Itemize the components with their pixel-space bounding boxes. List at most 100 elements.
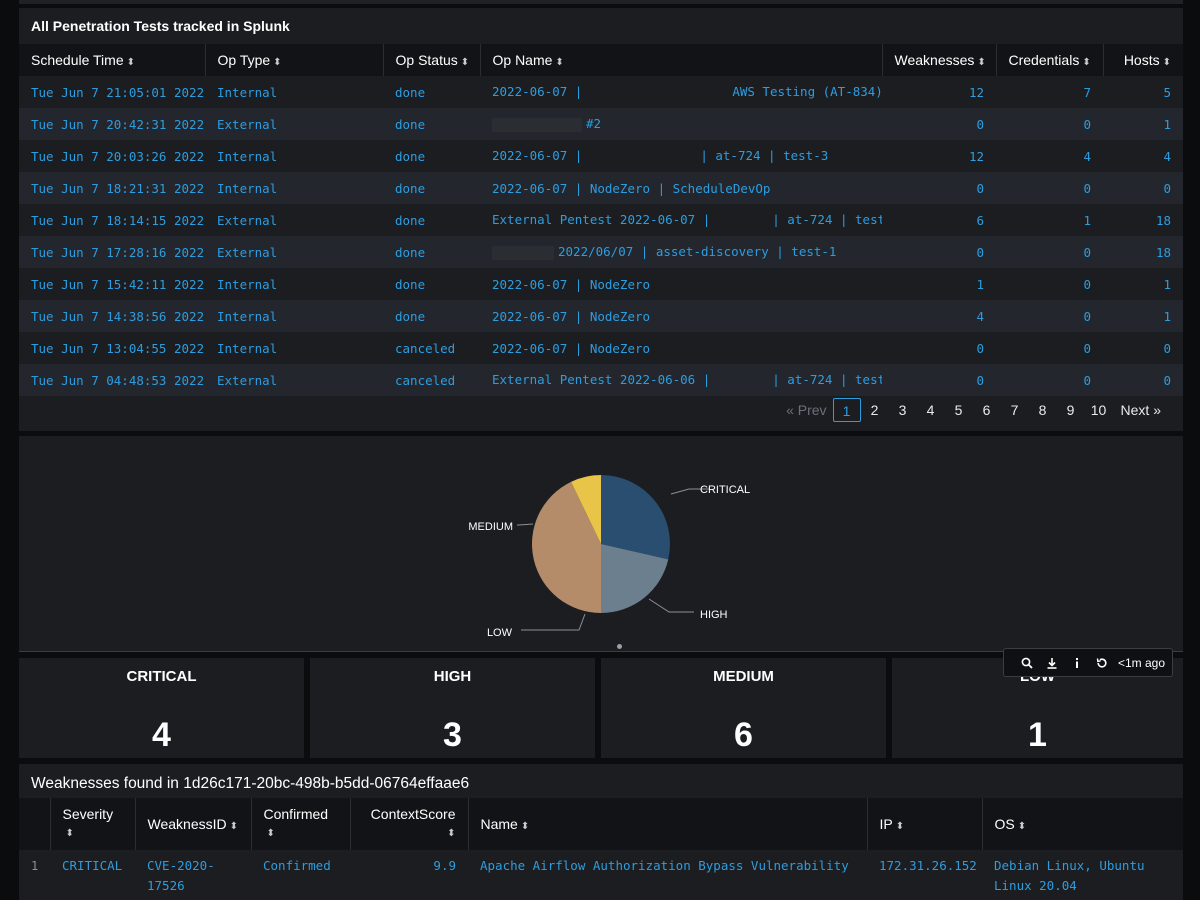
op-type-cell[interactable]: External (205, 364, 383, 396)
column-header-context-score[interactable]: ContextScore ⬍ (350, 798, 469, 850)
op-name-cell[interactable]: 2022-06-07 | NodeZero | ScheduleDevOp (480, 172, 882, 204)
hosts-cell[interactable]: 18 (1103, 204, 1183, 236)
table-row[interactable]: Tue Jun 7 18:21:31 2022 Internal done 2022-… (19, 172, 1183, 204)
credentials-cell[interactable]: 0 (996, 236, 1103, 268)
search-icon[interactable] (1014, 657, 1039, 669)
column-header-ip[interactable]: IP ⬍ (867, 798, 983, 850)
op-type-cell[interactable]: Internal (205, 300, 383, 332)
table-row[interactable]: Tue Jun 7 20:03:26 2022 Internal done 2022-… (19, 140, 1183, 172)
weaknesses-cell[interactable]: 0 (882, 108, 996, 140)
op-type-cell[interactable]: Internal (205, 140, 383, 172)
column-header-op-name[interactable]: Op Name ⬍ (480, 44, 883, 76)
ip-cell[interactable]: 172.31.26.152 (867, 850, 982, 896)
table-row[interactable]: Tue Jun 7 21:05:01 2022 Internal done 2022-… (19, 76, 1183, 108)
page-2-link[interactable]: 2 (870, 402, 879, 418)
weaknesses-cell[interactable]: 12 (882, 76, 996, 108)
credentials-cell[interactable]: 0 (996, 108, 1103, 140)
info-icon[interactable] (1064, 657, 1089, 669)
page-10-link[interactable]: 10 (1090, 402, 1107, 418)
op-type-cell[interactable]: Internal (205, 76, 383, 108)
op-status-cell[interactable]: done (383, 140, 480, 172)
schedule-time-cell[interactable]: Tue Jun 7 21:05:01 2022 (19, 76, 205, 108)
column-header-confirmed[interactable]: Confirmed ⬍ (251, 798, 351, 850)
credentials-cell[interactable]: 7 (996, 76, 1103, 108)
page-3-link[interactable]: 3 (898, 402, 907, 418)
hosts-cell[interactable]: 5 (1103, 76, 1183, 108)
op-status-cell[interactable]: done (383, 76, 480, 108)
op-name-cell[interactable]: #2 (480, 108, 882, 140)
hosts-cell[interactable]: 1 (1103, 300, 1183, 332)
context-score-cell[interactable]: 9.9 (350, 850, 468, 896)
column-header-credentials[interactable]: Credentials ⬍ (996, 44, 1104, 76)
table-row[interactable]: Tue Jun 7 04:48:53 2022 External canceled E… (19, 364, 1183, 396)
page-6-link[interactable]: 6 (982, 402, 991, 418)
pie-slice-low[interactable] (571, 475, 601, 544)
schedule-time-cell[interactable]: Tue Jun 7 17:28:16 2022 (19, 236, 205, 268)
op-name-cell[interactable]: 2022-06-07 | AWS Testing (AT-834) | Test … (480, 76, 882, 108)
op-type-cell[interactable]: External (205, 108, 383, 140)
op-name-cell[interactable]: 2022-06-07 | NodeZero (480, 332, 882, 364)
column-header-name[interactable]: Name ⬍ (468, 798, 868, 850)
download-icon[interactable] (1039, 657, 1064, 669)
op-status-cell[interactable]: done (383, 268, 480, 300)
table-row[interactable]: Tue Jun 7 17:28:16 2022 External done 2022/… (19, 236, 1183, 268)
hosts-cell[interactable]: 18 (1103, 236, 1183, 268)
severity-cell[interactable]: CRITICAL (50, 850, 135, 896)
column-header-os[interactable]: OS ⬍ (982, 798, 1183, 850)
credentials-cell[interactable]: 0 (996, 364, 1103, 396)
refresh-icon[interactable] (1089, 657, 1114, 669)
hosts-cell[interactable]: 4 (1103, 140, 1183, 172)
weaknesses-cell[interactable]: 0 (882, 332, 996, 364)
schedule-time-cell[interactable]: Tue Jun 7 13:04:55 2022 (19, 332, 205, 364)
op-name-cell[interactable]: 2022-06-07 | NodeZero (480, 268, 882, 300)
pie-slice-critical[interactable] (601, 475, 670, 560)
hosts-cell[interactable]: 0 (1103, 172, 1183, 204)
schedule-time-cell[interactable]: Tue Jun 7 15:42:11 2022 (19, 268, 205, 300)
op-status-cell[interactable]: done (383, 108, 480, 140)
weaknesses-cell[interactable]: 1 (882, 268, 996, 300)
schedule-time-cell[interactable]: Tue Jun 7 20:42:31 2022 (19, 108, 205, 140)
op-status-cell[interactable]: done (383, 236, 480, 268)
hosts-cell[interactable]: 0 (1103, 364, 1183, 396)
weakness-name-cell[interactable]: Apache Airflow Authorization Bypass Vuln… (468, 850, 867, 896)
weaknesses-cell[interactable]: 0 (882, 364, 996, 396)
schedule-time-cell[interactable]: Tue Jun 7 18:14:15 2022 (19, 204, 205, 236)
table-row[interactable]: Tue Jun 7 14:38:56 2022 Internal done 2022-… (19, 300, 1183, 332)
prev-page-link[interactable]: « Prev (786, 402, 827, 418)
pie-slice-high[interactable] (601, 544, 669, 613)
page-1-link[interactable]: 1 (832, 398, 861, 422)
table-row[interactable]: Tue Jun 7 20:42:31 2022 External done #2 0 0 1 (19, 108, 1183, 140)
column-header-op-type[interactable]: Op Type ⬍ (205, 44, 384, 76)
schedule-time-cell[interactable]: Tue Jun 7 04:48:53 2022 (19, 364, 205, 396)
weaknesses-cell[interactable]: 4 (882, 300, 996, 332)
op-status-cell[interactable]: done (383, 300, 480, 332)
column-header-weaknesses[interactable]: Weaknesses ⬍ (882, 44, 997, 76)
credentials-cell[interactable]: 0 (996, 268, 1103, 300)
op-name-cell[interactable]: 2022/06/07 | asset-discovery | test-1 (480, 236, 882, 268)
column-header-severity[interactable]: Severity ⬍ (50, 798, 136, 850)
column-header-schedule-time[interactable]: Schedule Time ⬍ (19, 44, 206, 76)
op-name-cell[interactable]: External Pentest 2022-06-07 | | at-724 | … (480, 204, 882, 236)
page-7-link[interactable]: 7 (1010, 402, 1019, 418)
weaknesses-cell[interactable]: 0 (882, 236, 996, 268)
op-status-cell[interactable]: canceled (383, 332, 480, 364)
weaknesses-cell[interactable]: 12 (882, 140, 996, 172)
pie-slice-medium[interactable] (532, 481, 601, 613)
table-row[interactable]: Tue Jun 7 13:04:55 2022 Internal canceled 2… (19, 332, 1183, 364)
op-type-cell[interactable]: Internal (205, 332, 383, 364)
next-page-link[interactable]: Next » (1120, 402, 1161, 418)
column-header-hosts[interactable]: Hosts ⬍ (1103, 44, 1183, 76)
confirmed-cell[interactable]: Confirmed (251, 850, 350, 896)
op-status-cell[interactable]: done (383, 172, 480, 204)
weaknesses-cell[interactable]: 6 (882, 204, 996, 236)
weakness-id-cell[interactable]: CVE-2020-17526 (135, 850, 251, 896)
op-type-cell[interactable]: External (205, 236, 383, 268)
column-header-weakness-id[interactable]: WeaknessID ⬍ (135, 798, 252, 850)
column-header-op-status[interactable]: Op Status ⬍ (383, 44, 481, 76)
table-row[interactable]: Tue Jun 7 18:14:15 2022 External done Exter… (19, 204, 1183, 236)
hosts-cell[interactable]: 0 (1103, 332, 1183, 364)
credentials-cell[interactable]: 1 (996, 204, 1103, 236)
weaknesses-cell[interactable]: 0 (882, 172, 996, 204)
op-type-cell[interactable]: Internal (205, 268, 383, 300)
op-name-cell[interactable]: 2022-06-07 | NodeZero (480, 300, 882, 332)
